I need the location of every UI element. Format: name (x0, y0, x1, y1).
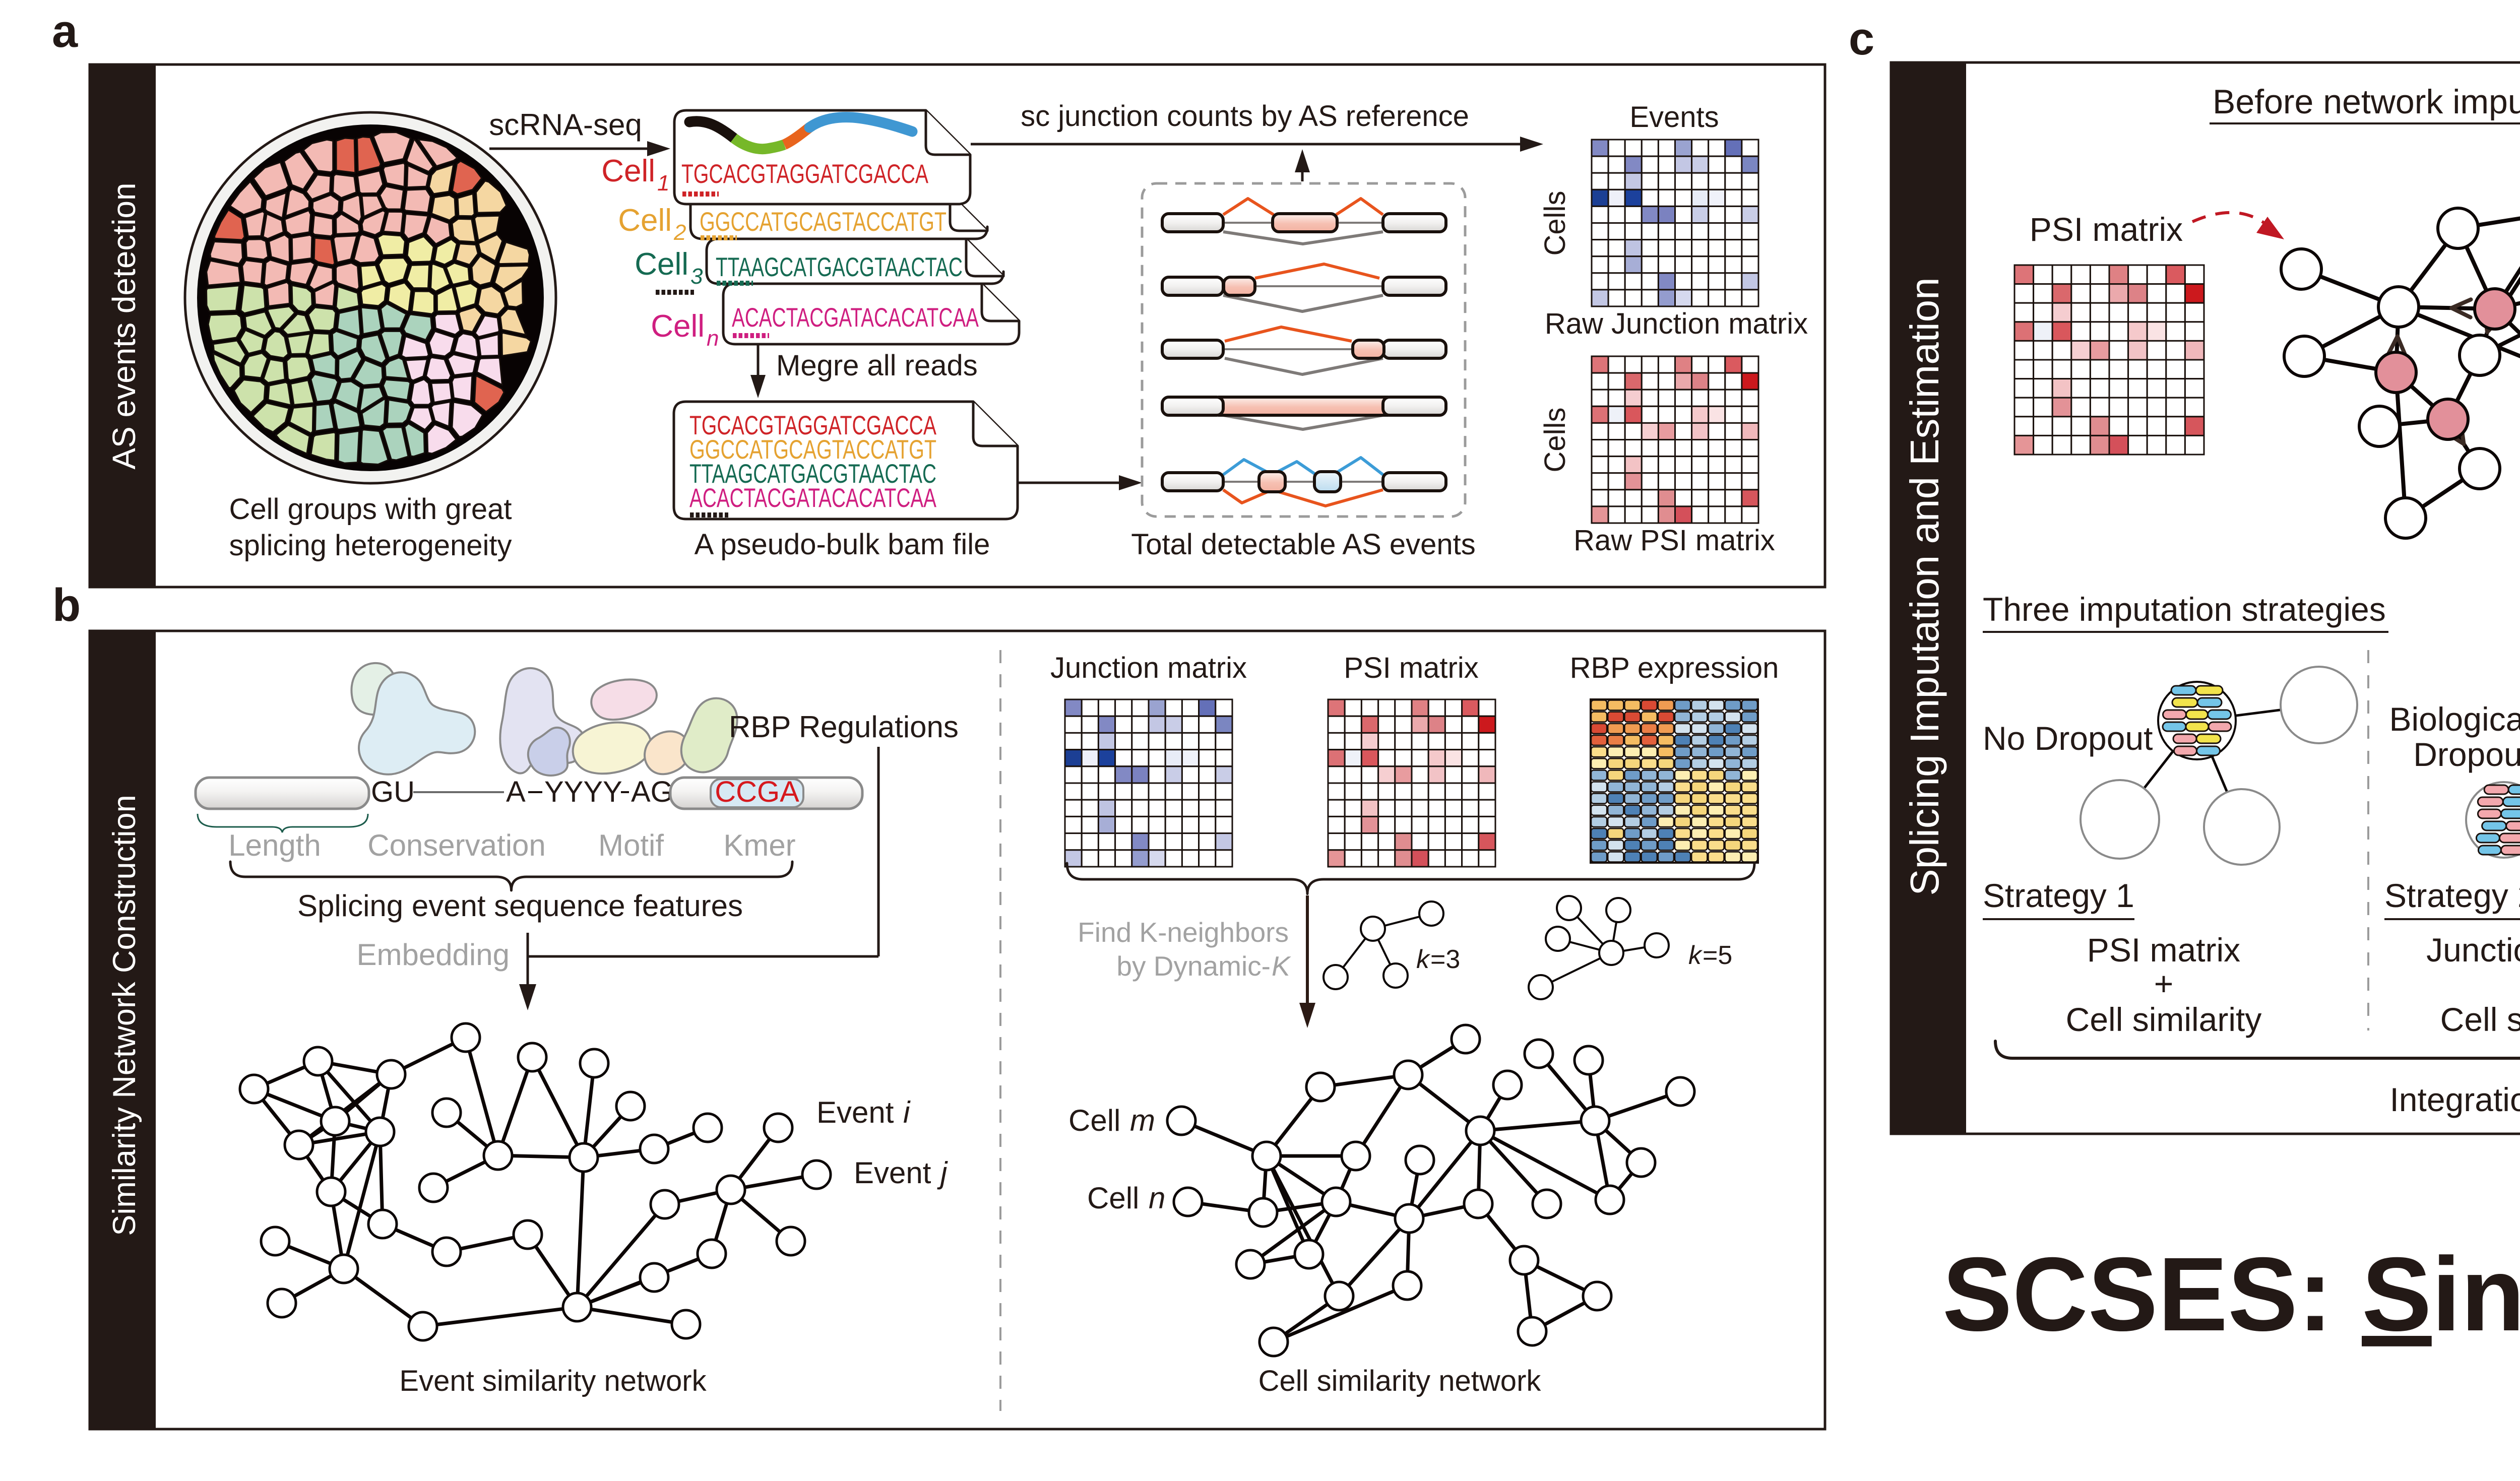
svg-text:3: 3 (690, 264, 703, 289)
svg-text:sc junction counts by AS refer: sc junction counts by AS reference (1021, 100, 1469, 133)
svg-text:TTAAGCATGACGTAACTAC: TTAAGCATGACGTAACTAC (716, 252, 963, 282)
svg-text:RBP Regulations: RBP Regulations (729, 710, 959, 744)
svg-text:Splicing Imputation and Estima: Splicing Imputation and Estimation (1902, 277, 1947, 895)
svg-text:Similarity Network Constructio: Similarity Network Construction (107, 795, 142, 1236)
svg-text:GGCCATGCAGTACCATGT: GGCCATGCAGTACCATGT (689, 435, 936, 465)
svg-text:n: n (1149, 1181, 1165, 1215)
svg-text:Cell: Cell (1087, 1181, 1139, 1215)
svg-text:Cell similarity: Cell similarity (2066, 1001, 2262, 1038)
svg-text:=5: =5 (1703, 941, 1732, 970)
svg-text:TTAAGCATGACGTAACTAC: TTAAGCATGACGTAACTAC (689, 459, 936, 489)
svg-text:+: + (2154, 965, 2174, 1002)
svg-text:Conservation: Conservation (367, 828, 546, 862)
svg-text:Cell: Cell (635, 247, 688, 282)
svg-text:k: k (1416, 945, 1431, 974)
svg-text:=3: =3 (1430, 945, 1460, 974)
svg-text:by Dynamic-: by Dynamic- (1116, 950, 1271, 982)
svg-text:Embedding: Embedding (356, 938, 510, 972)
svg-text:GGCCATGCAGTACCATGT: GGCCATGCAGTACCATGT (700, 207, 947, 237)
svg-text:Raw PSI matrix: Raw PSI matrix (1573, 524, 1775, 557)
svg-text:Event: Event (854, 1156, 931, 1190)
svg-text:Junction matrix: Junction matrix (1050, 652, 1247, 684)
svg-text:Cell: Cell (618, 203, 672, 238)
svg-text:Event similarity network: Event similarity network (399, 1365, 707, 1397)
svg-text:n: n (707, 326, 719, 351)
svg-text:CCGA: CCGA (715, 776, 799, 808)
svg-text:AS events detection: AS events detection (106, 182, 142, 469)
svg-text:AG: AG (631, 776, 673, 808)
svg-text:TGCACGTAGGATCGACCA: TGCACGTAGGATCGACCA (681, 159, 928, 189)
svg-text:PSI matrix: PSI matrix (2087, 931, 2240, 969)
svg-text:Biological: Biological (2389, 700, 2520, 738)
svg-text:Dropout: Dropout (2413, 736, 2520, 773)
svg-text:Raw Junction matrix: Raw Junction matrix (1545, 307, 1808, 340)
svg-text:Total detectable AS events: Total detectable AS events (1131, 528, 1476, 561)
svg-text:A pseudo-bulk bam file: A pseudo-bulk bam file (695, 528, 990, 561)
svg-text:Before network imputation: Before network imputation (2213, 83, 2520, 121)
svg-text:TGCACGTAGGATCGACCA: TGCACGTAGGATCGACCA (689, 411, 936, 440)
svg-text:Splicing event sequence featur: Splicing event sequence features (297, 889, 743, 923)
svg-text:k: k (1688, 941, 1703, 970)
svg-text:Strategy 2: Strategy 2 (2384, 877, 2520, 914)
svg-text:Motif: Motif (598, 828, 664, 862)
svg-text:i: i (903, 1096, 911, 1129)
svg-text:Cell groups with great: Cell groups with great (229, 493, 512, 526)
svg-text:A: A (506, 776, 526, 808)
svg-text:Events: Events (1629, 101, 1719, 134)
svg-text:Megre all reads: Megre all reads (776, 349, 978, 382)
svg-text:Integration PSI values from th: Integration PSI values from three strate… (2389, 1081, 2520, 1118)
svg-text:a: a (52, 6, 78, 57)
svg-text:SCSES: Single Cell Splicing ES: SCSES: Single Cell Splicing EStimation (1942, 1236, 2520, 1353)
svg-text:PSI matrix: PSI matrix (2030, 211, 2183, 248)
svg-text:Event: Event (816, 1096, 894, 1129)
svg-text:b: b (52, 579, 81, 631)
svg-text:1: 1 (657, 171, 669, 196)
svg-text:Cells: Cells (1539, 408, 1571, 473)
svg-text:K: K (1272, 950, 1291, 982)
svg-text:Find K-neighbors: Find K-neighbors (1078, 917, 1289, 948)
svg-text:Strategy 1: Strategy 1 (1983, 877, 2134, 914)
svg-text:PSI matrix: PSI matrix (1344, 652, 1479, 684)
svg-text:Cell similarity network: Cell similarity network (1258, 1365, 1542, 1397)
svg-text:GU: GU (371, 776, 415, 808)
svg-text:splicing heterogeneity: splicing heterogeneity (229, 529, 512, 562)
svg-text:c: c (1849, 13, 1874, 65)
svg-text:No Dropout: No Dropout (1983, 720, 2153, 757)
svg-text:m: m (1130, 1104, 1155, 1137)
svg-text:ACACTACGATACACATCAA: ACACTACGATACACATCAA (689, 483, 936, 513)
svg-text:Cells: Cells (1539, 191, 1571, 256)
svg-text:RBP expression: RBP expression (1570, 652, 1779, 684)
svg-text:Cell: Cell (651, 309, 705, 344)
svg-text:Junction matrix: Junction matrix (2426, 931, 2520, 969)
svg-text:Cell: Cell (601, 154, 655, 188)
svg-text:ACACTACGATACACATCAA: ACACTACGATACACATCAA (732, 303, 979, 333)
svg-text:Kmer: Kmer (723, 828, 795, 862)
svg-text:Length: Length (228, 828, 321, 862)
svg-text:Three imputation strategies: Three imputation strategies (1983, 591, 2386, 628)
svg-text:YYYY: YYYY (544, 776, 622, 808)
svg-text:2: 2 (673, 220, 686, 245)
svg-text:scRNA-seq: scRNA-seq (489, 108, 642, 142)
svg-text:Cell: Cell (1068, 1104, 1120, 1137)
svg-text:Cell similarity: Cell similarity (2440, 1001, 2520, 1038)
